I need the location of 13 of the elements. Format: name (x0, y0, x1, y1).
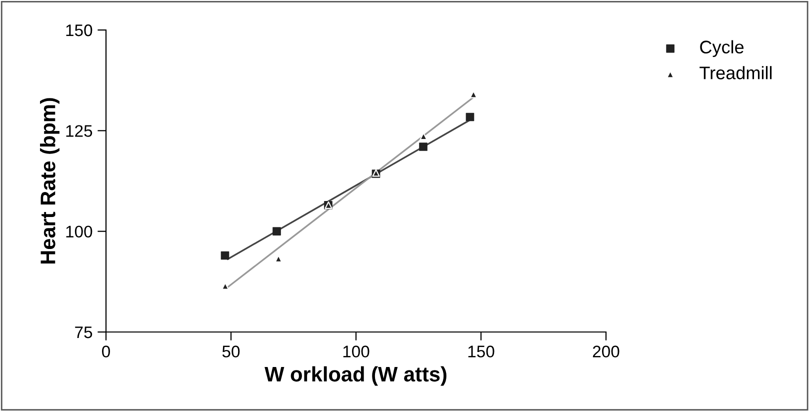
legend-label: Cycle (700, 40, 744, 58)
x-tick-label: 100 (343, 346, 370, 358)
x-tick-label: 200 (592, 346, 620, 358)
y-tick-label: 75 (75, 326, 92, 338)
y-tick-label: 125 (66, 125, 92, 137)
x-tick-label: 150 (468, 346, 494, 358)
y-tick-label: 150 (66, 24, 92, 36)
x-tick-label: 0 (102, 346, 110, 358)
y-tick-label: 100 (66, 226, 92, 238)
y-axis-title: Heart Rate (bpm) (40, 98, 60, 264)
legend-label: Treadmill (700, 66, 772, 80)
x-axis-title: W orkload (W atts) (264, 366, 446, 386)
x-tick-label: 50 (222, 346, 240, 358)
